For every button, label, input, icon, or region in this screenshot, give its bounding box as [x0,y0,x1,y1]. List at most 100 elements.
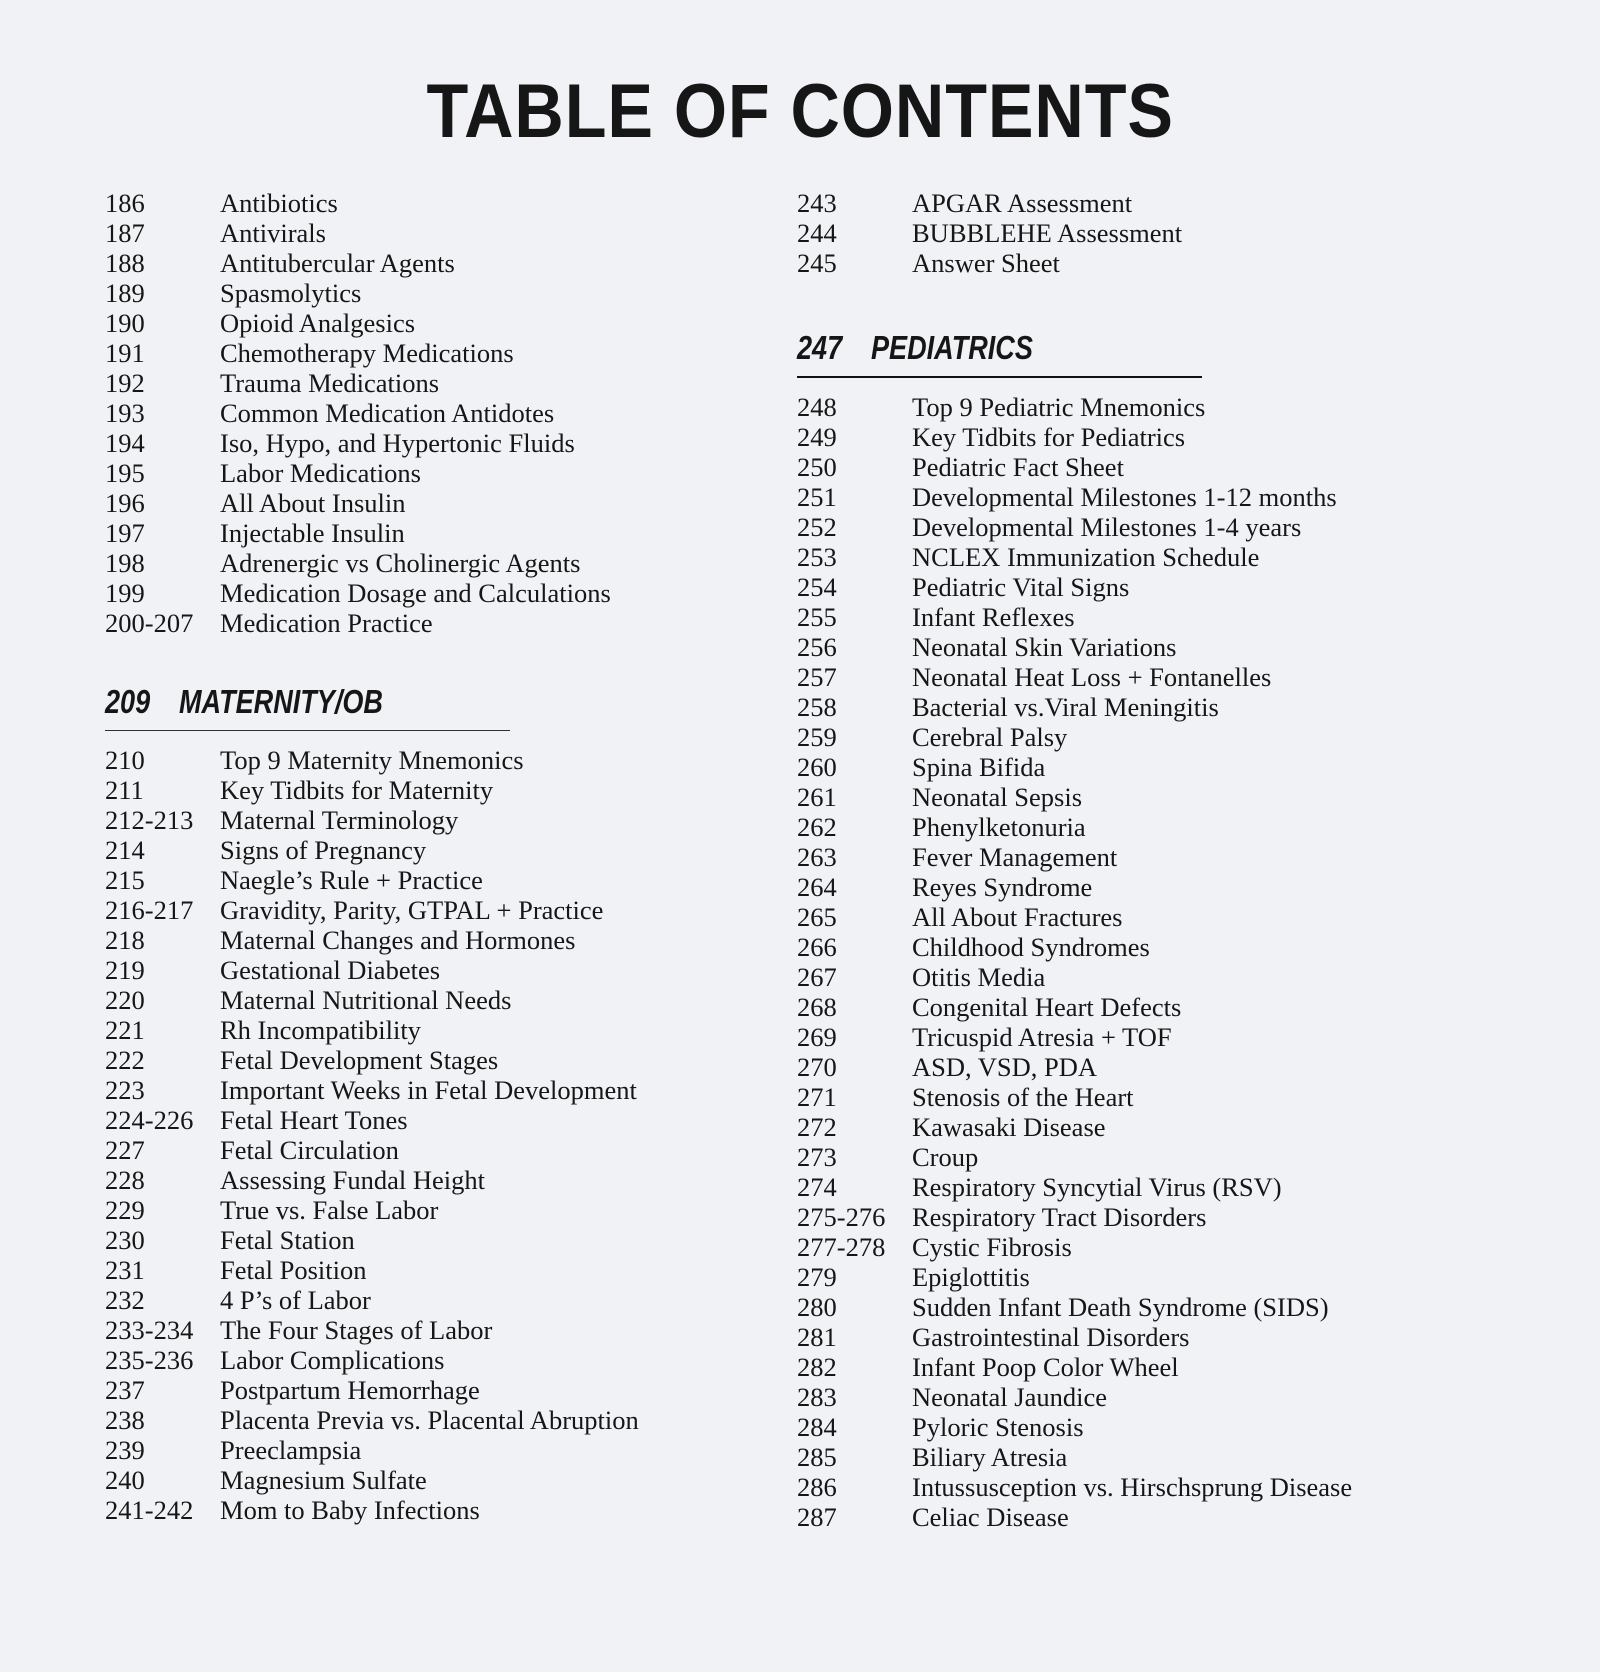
toc-entry: 282 Infant Poop Color Wheel [797,1352,1600,1382]
entry-title: Spina Bifida [912,752,1046,782]
entry-pages: 210 [105,745,145,775]
toc-entry: 232 4 P’s of Labor [105,1285,797,1315]
entry-pages: 257 [797,662,837,692]
toc-entry: 256 Neonatal Skin Variations [797,632,1600,662]
toc-entry: 239 Preeclampsia [105,1435,797,1465]
entry-pages: 192 [105,368,145,398]
entry-pages: 188 [105,248,145,278]
entry-title: Opioid Analgesics [220,308,416,338]
toc-section: 247 PEDIATRICS 248 Top 9 Pediatric Mnemonic… [797,326,1600,1532]
entry-pages: 282 [797,1352,837,1382]
entry-pages: 215 [105,865,145,895]
entry-title: Spasmolytics [220,278,362,308]
page-title: TABLE OF CONTENTS [0,72,1600,152]
entry-title: Fetal Heart Tones [220,1105,408,1135]
entry-title: Pyloric Stenosis [912,1412,1084,1442]
entry-pages: 260 [797,752,837,782]
entry-pages: 235-236 [105,1345,194,1375]
section-title-text: PEDIATRICS [871,329,1033,366]
entry-pages: 268 [797,992,837,1022]
entry-title: Gestational Diabetes [220,955,441,985]
entry-pages: 258 [797,692,837,722]
entry-pages: 219 [105,955,145,985]
entry-title: Stenosis of the Heart [912,1082,1134,1112]
entry-title: Developmental Milestones 1-4 years [912,512,1302,542]
entry-title: Common Medication Antidotes [220,398,555,428]
toc-section: 186 Antibiotics 187 Antivirals 188 Antituberc… [105,188,797,638]
section-number-text: 209 [105,683,151,720]
entry-title: Key Tidbits for Maternity [220,775,494,805]
entry-pages: 264 [797,872,837,902]
entry-pages: 253 [797,542,837,572]
toc-section: 209 MATERNITY/OB 210 Top 9 Maternity Mnemon… [105,680,797,1525]
entry-title: The Four Stages of Labor [220,1315,493,1345]
entry-pages: 230 [105,1225,145,1255]
entry-title: Croup [912,1142,979,1172]
entry-pages: 199 [105,578,145,608]
entry-title: BUBBLEHE Assessment [912,218,1183,248]
toc-entry: 199 Medication Dosage and Calculations [105,578,797,608]
entry-pages: 243 [797,188,837,218]
entry-pages: 198 [105,548,145,578]
entry-pages: 218 [105,925,145,955]
toc-entry: 229 True vs. False Labor [105,1195,797,1225]
entry-title: Antitubercular Agents [220,248,455,278]
section-title: MATERNITY/OB [179,680,428,724]
toc-entry-list: 210 Top 9 Maternity Mnemonics 211 Key Tidbi… [105,745,797,1525]
entry-title: Labor Medications [220,458,421,488]
toc-entry: 200-207 Medication Practice [105,608,797,638]
entry-pages: 228 [105,1165,145,1195]
entry-pages: 248 [797,392,837,422]
toc-entry-list: 248 Top 9 Pediatric Mnemonics 249 Key Tidbi… [797,392,1600,1532]
toc-entry: 233-234 The Four Stages of Labor [105,1315,797,1345]
toc-entry: 244 BUBBLEHE Assessment [797,218,1600,248]
entry-title: Epiglottitis [912,1262,1030,1292]
entry-pages: 249 [797,422,837,452]
entry-pages: 273 [797,1142,837,1172]
entry-pages: 252 [797,512,837,542]
entry-title: Fetal Position [220,1255,367,1285]
toc-entry: 268 Congenital Heart Defects [797,992,1600,1022]
entry-pages: 272 [797,1112,837,1142]
entry-pages: 259 [797,722,837,752]
entry-pages: 281 [797,1322,837,1352]
entry-title: Assessing Fundal Height [220,1165,485,1195]
toc-entry: 197 Injectable Insulin [105,518,797,548]
section-header-row: 209 MATERNITY/OB [105,680,797,724]
entry-title: 4 P’s of Labor [220,1285,371,1315]
toc-entry: 189 Spasmolytics [105,278,797,308]
entry-pages: 216-217 [105,895,194,925]
entry-title: Naegle’s Rule + Practice [220,865,483,895]
entry-title: Gravidity, Parity, GTPAL + Practice [220,895,604,925]
entry-pages: 269 [797,1022,837,1052]
entry-title: Infant Poop Color Wheel [912,1352,1179,1382]
entry-title: Medication Dosage and Calculations [220,578,611,608]
toc-entry: 267 Otitis Media [797,962,1600,992]
toc-entry: 253 NCLEX Immunization Schedule [797,542,1600,572]
entry-title: Neonatal Jaundice [912,1382,1107,1412]
entry-pages: 186 [105,188,145,218]
toc-entry: 259 Cerebral Palsy [797,722,1600,752]
entry-pages: 280 [797,1292,837,1322]
toc-section: 243 APGAR Assessment 244 BUBBLEHE Assessmen… [797,188,1600,278]
entry-pages: 197 [105,518,145,548]
section-rule [105,730,510,731]
entry-pages: 275-276 [797,1202,886,1232]
entry-title: Neonatal Heat Loss + Fontanelles [912,662,1272,692]
entry-title: Fever Management [912,842,1118,872]
toc-entry: 230 Fetal Station [105,1225,797,1255]
toc-entry: 284 Pyloric Stenosis [797,1412,1600,1442]
entry-pages: 245 [797,248,837,278]
entry-pages: 212-213 [105,805,194,835]
entry-title: All About Fractures [912,902,1123,932]
entry-pages: 279 [797,1262,837,1292]
toc-entry: 254 Pediatric Vital Signs [797,572,1600,602]
entry-title: Adrenergic vs Cholinergic Agents [220,548,581,578]
section-number-text: 247 [797,329,843,366]
toc-entry: 285 Biliary Atresia [797,1442,1600,1472]
entry-pages: 214 [105,835,145,865]
toc-entry: 231 Fetal Position [105,1255,797,1285]
entry-title: Biliary Atresia [912,1442,1068,1472]
entry-title: Iso, Hypo, and Hypertonic Fluids [220,428,575,458]
toc-columns: 186 Antibiotics 187 Antivirals 188 Antituberc… [0,188,1600,1532]
